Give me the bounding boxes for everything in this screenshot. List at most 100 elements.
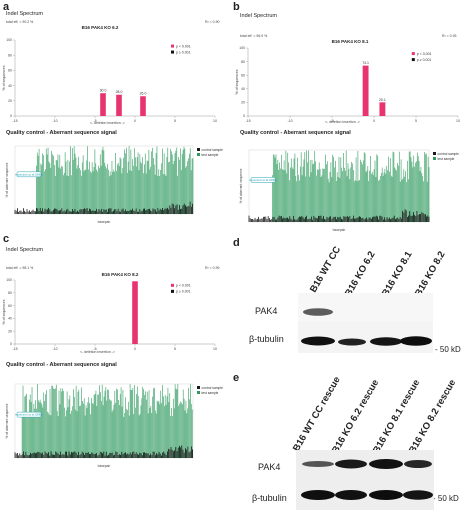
qc-c-cut-tag-label: expected cut at 189bp [15,413,43,417]
row-label-pak4-d: PAK4 [255,306,278,316]
band-tubulin-e-4 [403,490,433,500]
qc-b-legend-swatch-test [433,157,436,160]
row-label-tubulin-d: β-tubulin [249,334,284,344]
r2-c: R² = 0.99 [205,266,220,270]
blot-e [296,450,434,510]
chart1-ylabel: % of sequences [235,69,239,94]
qc-c-legend-swatch-test [197,391,200,394]
chart-title-a: B16 PAK4 KO 6.2 [81,25,119,30]
qc-c-legend-swatch-control [197,386,200,389]
qc-a-cut-tag-label: expected cut at 189bp [15,172,43,176]
chart0-x-tick-label: -5 [93,119,96,123]
chart0-x-tick-label: 5 [174,119,176,123]
qc-a-cut-tag [16,171,42,178]
chart0-ylabel: % of sequences [2,65,6,90]
chart1-x-tick-label: 0 [373,119,375,123]
band-tubulin-d-1 [301,336,335,346]
chart2-x-tick-label: -10 [52,347,57,351]
chart2-y-tick-label: 60 [8,304,12,308]
x-hint-c: <- deletion insertion -> [80,350,115,354]
x-hint-b: <- deletion insertion -> [325,120,360,124]
chart0-y-tick-label: 40 [8,84,12,88]
marker-50kd-e: - 50 kD [433,494,459,503]
blot-d [298,293,433,353]
row-label-tubulin-e: β-tubulin [252,493,287,503]
qc-c-ylabel: % of aberrant sequence [5,403,9,438]
lane-header-d-4: B16 KO 8.2 [413,249,448,299]
qc-chart-b: expected cut at 189bp control sampletest … [239,149,459,232]
band-tubulin-d-2 [338,338,366,346]
panel-label-b: b [233,1,240,13]
qc-header-a: Quality control - Aberrant sequence sign… [6,130,117,136]
chart1-x-tick-label: -5 [330,119,333,123]
band-pak4-e-2 [335,459,367,469]
band-pak4-e-1 [302,461,334,467]
chart0-x-tick-label: 10 [213,119,217,123]
chart1-bar [379,102,386,116]
total-eff-b: total eff. = 96.9 % [240,34,268,38]
band-pak4-d-1 [303,308,333,316]
qc-b-legend-swatch-control [433,152,436,155]
indel-chart-b: 0 20 40 60 80 100 -15 -10 -5 0 5 10 % of sequences 74… [235,46,460,123]
qc-b-cut-tag-label: expected cut at 189bp [249,178,277,182]
blot-d-upper [298,293,433,321]
chart1-x-tick-label: -10 [287,119,292,123]
x-hint-a: <- deletion insertion -> [90,121,125,125]
qc-a-xlabel: basepair [98,220,112,224]
chart1-y-tick-label: 100 [239,46,245,50]
chart0-x-tick-label: 0 [134,119,136,123]
chart0-legend-swatch-sig [171,44,174,48]
chart1-data-label: 20.1 [379,98,386,102]
chart0-data-label: 28.0 [116,90,123,94]
qc-b-ylabel: % of aberrant sequence [239,168,243,203]
band-tubulin-e-2 [335,490,367,500]
chart2-ylabel: % of sequences [2,299,6,324]
qc-a-legend-label-test: test sample [202,153,219,157]
chart-title-c: B16 PAK4 KO 8.2 [101,272,139,277]
chart0-y-tick-label: 0 [10,114,12,118]
indel-chart-a: 0 20 40 60 80 100 -15 -10 -5 0 5 10 % of sequences 30… [2,38,217,123]
band-tubulin-e-1 [301,490,335,500]
qc-c-cut-tag [16,411,42,418]
chart2-x-tick-label: 0 [134,347,136,351]
chart2-y-tick-label: 80 [8,291,12,295]
chart0-bar [100,93,106,116]
chart2-x-tick-label: -5 [93,347,96,351]
marker-50kd-d: - 50 kD [435,345,461,354]
chart2-y-tick-label: 100 [6,278,12,282]
chart0-legend-swatch-ns [171,50,174,54]
lane-header-d-3: B16 KO 8.1 [380,249,415,299]
chart1-bar [362,65,369,116]
chart0-y-tick-label: 80 [8,53,12,57]
chart0-bar [116,94,122,116]
blot-e-membrane [296,450,434,510]
chart0-legend-label-ns: p ≥ 0.001 [176,50,191,54]
chart0-x-tick-label: -10 [52,119,57,123]
qc-a-legend-swatch-test [197,153,200,156]
lane-header-d-2: B16 KO 6.2 [343,249,378,299]
chart2-x-tick-label: 10 [213,347,217,351]
qc-c-legend-label-control: control sample [202,386,224,390]
band-tubulin-d-3 [370,337,402,346]
indel-header-b: Indel Spectrum [240,13,277,19]
chart0-y-tick-label: 100 [6,38,12,42]
band-pak4-e-4 [404,460,432,468]
chart0-y-tick-label: 20 [8,99,12,103]
chart-title-b: B16 PAK4 KO 8.1 [331,39,369,44]
chart1-legend-swatch-sig [411,52,415,56]
chart0-legend-label-sig: p < 0.001 [176,44,191,48]
chart2-legend-label-ns: p ≥ 0.001 [176,290,191,294]
chart0-y-tick-label: 60 [8,69,12,73]
chart0-data-label: 26.0 [140,92,147,96]
qc-c-legend-label-test: test sample [202,391,219,395]
total-eff-a: total eff. = 90.2 % [6,20,34,24]
chart1-legend-label-sig: p < 0.001 [417,52,432,56]
qc-header-b: Quality control - Aberrant sequence sign… [240,130,351,136]
chart2-y-tick-label: 20 [8,329,12,333]
chart2-legend-swatch-ns [171,289,174,293]
indel-chart-c: 0 20 40 60 80 100 -15 -10 -5 0 5 10 % of sequences p … [2,278,217,351]
band-tubulin-e-3 [369,490,403,500]
chart1-legend-swatch-ns [411,58,415,62]
r2-b: R² = 0.93 [442,34,457,38]
chart1-y-tick-label: 40 [241,87,245,91]
